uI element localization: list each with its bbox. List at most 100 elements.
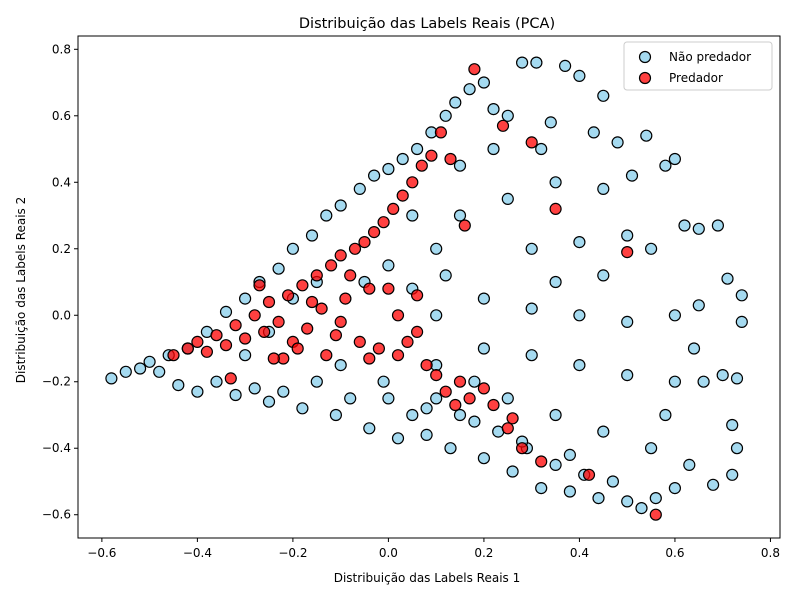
data-point <box>382 282 395 295</box>
data-point <box>730 372 744 385</box>
data-point <box>396 152 409 166</box>
data-point <box>439 109 452 122</box>
data-point <box>439 269 452 282</box>
x-tick-label: −0.4 <box>183 546 212 560</box>
x-tick-label: 0.0 <box>379 546 398 560</box>
data-point <box>406 209 419 222</box>
data-point <box>411 325 424 338</box>
data-point <box>320 349 333 362</box>
y-axis-ticks: −0.6 −0.4 −0.2 0.0 0.2 0.4 0.6 0.8 <box>42 42 78 522</box>
data-point <box>420 402 433 415</box>
data-point <box>468 375 481 388</box>
data-point <box>587 126 600 139</box>
data-point <box>477 382 490 395</box>
data-point <box>143 355 156 368</box>
y-tick-label: 0.2 <box>52 242 71 256</box>
data-point <box>282 289 295 302</box>
data-point <box>525 349 538 362</box>
data-point <box>716 369 729 382</box>
data-point <box>334 249 347 262</box>
data-point <box>449 398 462 412</box>
data-point <box>597 269 610 282</box>
data-point <box>353 182 366 195</box>
data-point <box>415 159 428 172</box>
data-point <box>582 468 596 481</box>
data-point <box>463 83 476 96</box>
data-point <box>477 76 490 89</box>
data-point <box>525 136 538 149</box>
data-point <box>621 246 634 259</box>
data-point <box>549 202 562 215</box>
data-point <box>262 295 276 309</box>
data-point <box>487 102 500 116</box>
data-point <box>382 162 395 176</box>
data-point <box>430 309 443 322</box>
data-point <box>711 219 725 232</box>
data-point <box>368 169 381 182</box>
data-point <box>391 309 405 322</box>
data-point <box>439 385 452 398</box>
data-point <box>735 315 748 328</box>
data-point <box>506 465 519 478</box>
data-point <box>563 485 577 498</box>
y-tick-label: −0.6 <box>42 508 71 522</box>
data-point <box>167 349 180 362</box>
series-predador <box>167 63 662 521</box>
data-point <box>239 292 252 305</box>
data-point <box>134 362 147 375</box>
data-point <box>229 388 242 402</box>
data-point <box>649 492 662 505</box>
data-point <box>406 408 419 422</box>
data-point <box>224 372 237 385</box>
data-point <box>153 365 166 378</box>
data-point <box>525 242 538 255</box>
data-point <box>449 96 462 109</box>
data-point <box>735 289 748 302</box>
data-point <box>296 402 309 415</box>
data-point <box>692 299 705 312</box>
data-point <box>501 392 514 405</box>
y-tick-label: −0.4 <box>42 441 71 455</box>
data-point <box>391 349 405 362</box>
data-point <box>420 428 433 441</box>
data-point <box>344 392 357 405</box>
data-point <box>172 379 185 392</box>
data-point <box>329 408 342 422</box>
data-point <box>430 242 443 255</box>
x-tick-label: 0.4 <box>570 546 589 560</box>
legend-box <box>623 41 773 91</box>
data-point <box>573 236 586 249</box>
data-point <box>286 242 299 255</box>
data-point <box>387 202 400 215</box>
data-point <box>229 319 242 332</box>
data-point <box>687 342 701 355</box>
x-tick-label: 0.8 <box>761 546 780 560</box>
data-point <box>496 119 510 132</box>
data-point <box>348 242 362 255</box>
data-point <box>210 329 223 342</box>
data-point <box>530 56 543 69</box>
data-point <box>325 259 338 272</box>
data-point <box>625 169 639 182</box>
data-point <box>644 242 658 255</box>
data-point <box>453 375 467 388</box>
data-point <box>363 282 376 295</box>
data-point <box>453 159 467 172</box>
data-point <box>253 279 266 292</box>
data-point <box>668 309 682 322</box>
data-point <box>296 279 309 292</box>
data-point <box>377 216 390 229</box>
data-point <box>573 309 586 322</box>
y-tick-label: −0.2 <box>42 375 71 389</box>
data-point <box>683 458 696 471</box>
legend: Não predador Predador <box>623 41 773 91</box>
data-point <box>592 492 605 505</box>
data-point <box>382 392 395 405</box>
data-point <box>272 315 285 328</box>
data-point <box>305 295 319 309</box>
data-point <box>368 226 381 239</box>
data-point <box>458 219 471 232</box>
data-point <box>444 442 457 455</box>
data-point <box>659 159 672 172</box>
data-point <box>305 229 319 242</box>
